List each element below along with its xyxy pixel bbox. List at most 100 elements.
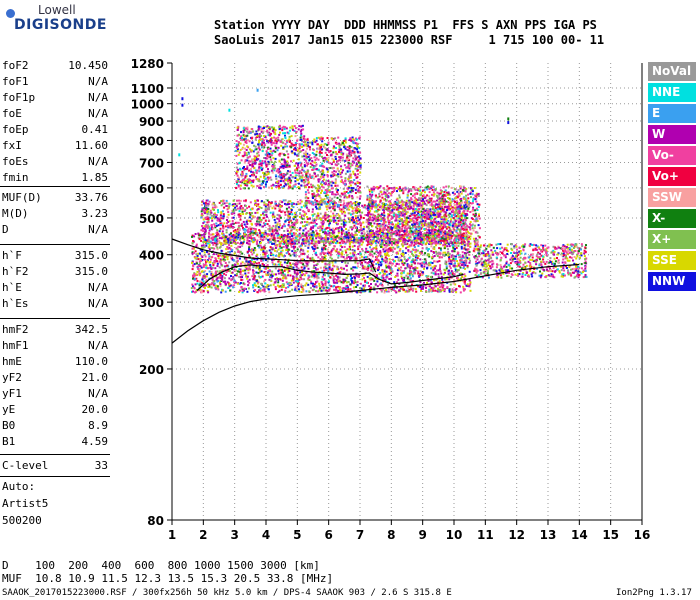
echo-point: [277, 268, 280, 271]
echo-point: [403, 276, 406, 279]
echo-point: [276, 223, 279, 226]
echo-point: [236, 257, 239, 260]
echo-point: [420, 289, 422, 292]
echo-point: [345, 221, 348, 224]
echo-point: [330, 238, 333, 240]
echo-point: [279, 285, 282, 288]
echo-point: [300, 206, 303, 209]
echo-point: [355, 258, 358, 261]
echo-point: [240, 244, 243, 247]
echo-point: [212, 233, 215, 236]
echo-point: [212, 202, 215, 205]
echo-point: [394, 265, 397, 267]
echo-point: [368, 264, 371, 267]
echo-point: [339, 226, 341, 228]
echo-point: [413, 203, 416, 206]
echo-point: [199, 257, 202, 260]
echo-point: [446, 286, 449, 289]
echo-point: [288, 213, 291, 216]
echo-point: [231, 222, 234, 225]
echo-point: [358, 218, 361, 221]
echo-point: [374, 242, 377, 245]
echo-point: [293, 227, 296, 230]
echo-point: [332, 277, 335, 280]
echo-point: [278, 218, 281, 221]
echo-point: [428, 255, 431, 258]
echo-point: [262, 259, 265, 262]
echo-point: [320, 221, 323, 224]
echo-point: [350, 267, 353, 270]
echo-point: [452, 289, 455, 292]
echo-point: [259, 238, 262, 241]
echo-point: [366, 251, 369, 253]
echo-point: [437, 288, 440, 291]
echo-point: [432, 272, 435, 275]
echo-point: [403, 270, 406, 272]
echo-point: [254, 284, 257, 287]
echo-point: [314, 205, 317, 208]
echo-point: [305, 271, 308, 274]
echo-point: [276, 230, 279, 233]
echo-point: [340, 223, 343, 226]
echo-point: [294, 255, 297, 258]
echo-point: [406, 263, 409, 266]
echo-point: [219, 216, 222, 219]
echo-point: [405, 260, 408, 263]
echo-point: [300, 278, 303, 281]
echo-point: [252, 270, 255, 273]
echo-point: [376, 291, 379, 294]
echo-point: [267, 257, 270, 259]
echo-point: [302, 252, 304, 255]
echo-point: [420, 263, 423, 266]
echo-point: [355, 266, 358, 269]
echo-point: [379, 261, 382, 264]
echo-point: [354, 209, 357, 212]
echo-point: [297, 279, 300, 282]
echo-point: [296, 242, 299, 245]
echo-point: [412, 270, 415, 273]
echo-point: [264, 253, 267, 256]
echo-point: [460, 225, 463, 228]
echo-point: [433, 286, 436, 289]
echo-point: [375, 230, 378, 233]
echo-point: [430, 281, 433, 284]
echo-point: [423, 209, 426, 212]
param-row-fof1: foF1 N/A: [2, 74, 108, 90]
echo-point: [233, 240, 235, 243]
echo-point: [438, 286, 441, 289]
echo-point: [388, 266, 391, 269]
echo-point: [361, 204, 364, 207]
echo-point: [198, 274, 201, 277]
echo-point: [319, 207, 322, 210]
echo-point: [425, 261, 427, 264]
echo-point: [262, 211, 265, 214]
echo-point: [352, 269, 355, 272]
echo-point: [391, 262, 394, 265]
echo-point: [447, 260, 450, 263]
echo-point: [206, 290, 209, 292]
echo-point: [283, 234, 286, 236]
echo-point: [442, 202, 445, 204]
echo-point: [425, 275, 428, 278]
echo-point: [377, 267, 380, 270]
echo-point: [286, 282, 289, 285]
echo-point: [345, 228, 347, 230]
echo-point: [349, 283, 352, 286]
echo-point: [289, 282, 292, 285]
echo-point: [443, 290, 446, 293]
echo-point: [288, 281, 291, 284]
echo-point: [333, 234, 336, 237]
echo-point: [366, 225, 369, 228]
echo-point: [235, 274, 238, 277]
echo-point: [343, 202, 346, 205]
auto-artist: Artist5: [2, 497, 49, 510]
echo-point: [221, 278, 224, 281]
echo-point: [337, 234, 340, 237]
echo-point: [383, 239, 386, 242]
echo-point: [342, 199, 345, 202]
echo-point: [216, 248, 219, 251]
echo-point: [317, 235, 320, 238]
echo-point: [260, 235, 263, 238]
echo-point: [299, 199, 302, 202]
echo-point: [370, 205, 373, 208]
